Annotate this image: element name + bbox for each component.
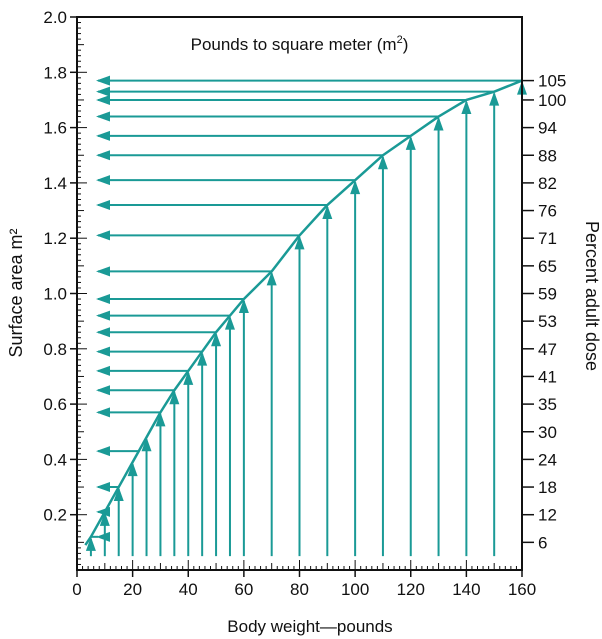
vertical-arrowhead bbox=[266, 271, 277, 286]
horizontal-arrowhead bbox=[96, 482, 110, 493]
horizontal-arrowhead bbox=[96, 365, 110, 376]
y2-tick-label: 12 bbox=[538, 506, 557, 525]
vertical-arrowhead bbox=[211, 332, 222, 347]
horizontal-arrowhead bbox=[96, 310, 110, 321]
horizontal-arrowhead bbox=[96, 407, 110, 418]
vertical-arrowhead bbox=[489, 91, 500, 106]
surface-area-curve bbox=[84, 79, 523, 546]
vertical-arrowhead bbox=[433, 116, 444, 131]
x-tick-label: 60 bbox=[234, 580, 253, 599]
vertical-arrowhead bbox=[350, 180, 361, 195]
vertical-arrowhead bbox=[377, 155, 388, 170]
title-superscript: 2 bbox=[397, 34, 403, 46]
horizontal-arrowhead bbox=[96, 130, 110, 141]
chart-marks bbox=[84, 75, 527, 557]
y2-tick-label: 71 bbox=[538, 229, 557, 248]
y-tick-label: 1.4 bbox=[43, 174, 67, 193]
horizontal-arrowhead bbox=[96, 446, 110, 457]
horizontal-arrowhead bbox=[96, 346, 110, 357]
x-tick-label: 20 bbox=[123, 580, 142, 599]
y2-tick-label: 94 bbox=[538, 119, 557, 138]
vertical-arrowhead bbox=[224, 315, 235, 330]
y-tick-label: 0.8 bbox=[43, 340, 67, 359]
horizontal-arrowhead bbox=[96, 531, 110, 542]
x-tick-label: 100 bbox=[341, 580, 369, 599]
vertical-arrowhead bbox=[405, 135, 416, 150]
y2-tick-label: 88 bbox=[538, 146, 557, 165]
x-tick-label: 80 bbox=[290, 580, 309, 599]
y2-tick-label: 53 bbox=[538, 312, 557, 331]
x-tick-label: 120 bbox=[397, 580, 425, 599]
chart-title: Pounds to square meter (m2) bbox=[191, 34, 409, 54]
x-tick-label: 40 bbox=[179, 580, 198, 599]
y-tick-label: 1.8 bbox=[43, 63, 67, 82]
vertical-arrowhead bbox=[85, 536, 96, 551]
vertical-arrowhead bbox=[141, 437, 152, 452]
y-tick-label: 0.6 bbox=[43, 395, 67, 414]
horizontal-arrowhead bbox=[96, 230, 110, 241]
tick-labels: 0.2 0.4 0.6 0.8 1.0 1.2 1.4 1.6 1.8 2.0 0 20 40 60 80 1… bbox=[43, 8, 566, 599]
horizontal-arrowhead bbox=[96, 86, 110, 97]
y2-tick-label: 18 bbox=[538, 478, 557, 497]
vertical-arrowhead bbox=[238, 299, 249, 314]
y-tick-label: 0.4 bbox=[43, 450, 67, 469]
y2-tick-label: 41 bbox=[538, 367, 557, 386]
y2-tick-label: 82 bbox=[538, 174, 557, 193]
x-axis-label: Body weight—pounds bbox=[227, 617, 392, 636]
y-tick-label: 2.0 bbox=[43, 8, 67, 27]
vertical-arrowhead bbox=[169, 390, 180, 405]
y2-axis-label: Percent adult dose bbox=[582, 221, 602, 371]
horizontal-arrowhead bbox=[96, 175, 110, 186]
plot-frame bbox=[76, 16, 523, 571]
y-tick-label: 1.6 bbox=[43, 119, 67, 138]
y-tick-label: 0.2 bbox=[43, 506, 67, 525]
vertical-arrowhead bbox=[183, 370, 194, 385]
y2-tick-label: 30 bbox=[538, 423, 557, 442]
y2-tick-label: 100 bbox=[538, 91, 566, 110]
y2-tick-label: 35 bbox=[538, 395, 557, 414]
y2-tick-label: 47 bbox=[538, 340, 557, 359]
vertical-arrowhead bbox=[294, 235, 305, 250]
horizontal-arrowhead bbox=[96, 94, 110, 105]
vertical-arrowhead bbox=[322, 205, 333, 220]
x-tick-label: 140 bbox=[452, 580, 480, 599]
x-tick-label: 0 bbox=[72, 580, 81, 599]
y2-tick-label: 59 bbox=[538, 285, 557, 304]
y2-tick-label: 76 bbox=[538, 202, 557, 221]
vertical-arrowhead bbox=[461, 99, 472, 114]
vertical-arrowhead bbox=[155, 412, 166, 427]
horizontal-arrowhead bbox=[96, 75, 110, 86]
vertical-arrowhead bbox=[197, 351, 208, 366]
horizontal-arrowhead bbox=[96, 150, 110, 161]
horizontal-arrowhead bbox=[96, 385, 110, 396]
y-axis-label: Surface area m² bbox=[6, 228, 26, 357]
horizontal-arrowhead bbox=[96, 200, 110, 211]
horizontal-arrowhead bbox=[96, 327, 110, 338]
y-tick-label: 1.2 bbox=[43, 229, 67, 248]
vertical-arrowhead bbox=[99, 511, 110, 526]
vertical-arrowhead bbox=[127, 462, 138, 477]
horizontal-arrowhead bbox=[96, 266, 110, 277]
x-tick-label: 160 bbox=[508, 580, 536, 599]
y-tick-label: 1.0 bbox=[43, 285, 67, 304]
horizontal-arrowhead bbox=[96, 111, 110, 122]
horizontal-arrowhead bbox=[96, 294, 110, 305]
vertical-arrowhead bbox=[113, 487, 124, 502]
y2-tick-label: 105 bbox=[538, 72, 566, 91]
y2-tick-label: 65 bbox=[538, 257, 557, 276]
y2-tick-label: 6 bbox=[538, 533, 547, 552]
y2-tick-label: 24 bbox=[538, 450, 557, 469]
